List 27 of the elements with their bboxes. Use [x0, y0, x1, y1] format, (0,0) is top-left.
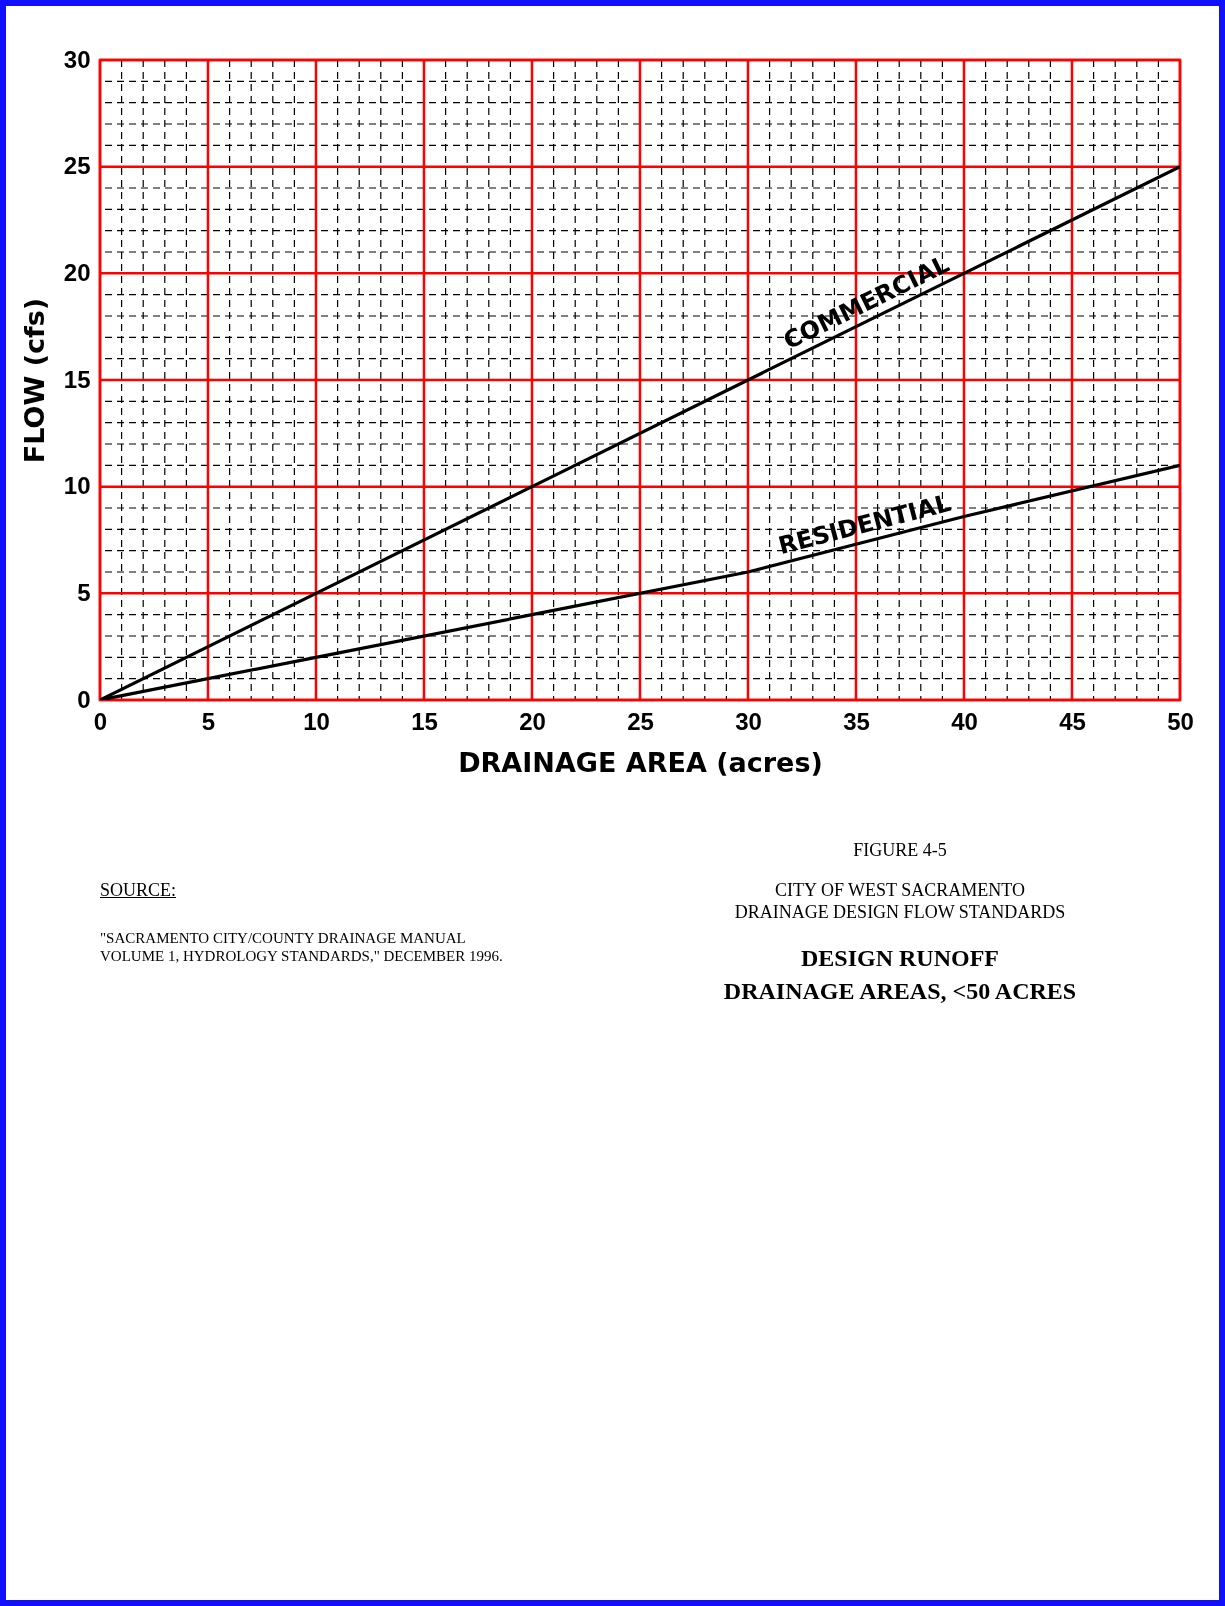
- x-tick-label: 45: [1059, 707, 1086, 735]
- x-tick-label: 35: [843, 707, 870, 735]
- text: "SACRAMENTO CITY/COUNTY DRAINAGE MANUAL: [100, 930, 466, 947]
- y-tick-label: 5: [77, 578, 91, 606]
- x-tick-label: 25: [627, 707, 654, 735]
- text: DRAINAGE AREAS, <50 ACRES: [723, 978, 1077, 1005]
- x-tick-label: 15: [411, 707, 438, 735]
- x-axis-title: DRAINAGE AREA (acres): [458, 746, 823, 778]
- x-tick-label: 20: [519, 707, 546, 735]
- text: DESIGN RUNOFF: [800, 945, 1000, 972]
- text: DRAINAGE DESIGN FLOW STANDARDS: [734, 902, 1066, 923]
- y-tick-label: 10: [63, 472, 91, 500]
- text: CITY OF WEST SACRAMENTO: [775, 880, 1025, 901]
- text: VOLUME 1, HYDROLOGY STANDARDS," DECEMBER 1996.: [100, 948, 503, 965]
- y-tick-label: 25: [63, 152, 91, 180]
- x-tick-label: 50: [1167, 707, 1194, 735]
- y-tick-label: 15: [63, 365, 91, 393]
- x-tick-label: 30: [735, 707, 762, 735]
- y-axis-title: FLOW (cfs): [18, 297, 50, 464]
- x-tick-label: 5: [201, 707, 216, 735]
- caption: FIGURE 4-5: [853, 840, 947, 861]
- y-tick-label: 20: [63, 258, 91, 286]
- y-tick-label: 0: [77, 685, 91, 713]
- x-tick-label: 10: [303, 707, 330, 735]
- x-tick-label: 40: [951, 707, 978, 735]
- y-tick-label: 30: [63, 45, 91, 73]
- source-note: SOURCE:: [100, 880, 177, 901]
